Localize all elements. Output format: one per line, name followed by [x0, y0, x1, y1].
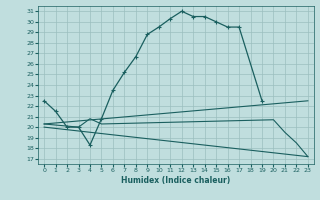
X-axis label: Humidex (Indice chaleur): Humidex (Indice chaleur): [121, 176, 231, 185]
